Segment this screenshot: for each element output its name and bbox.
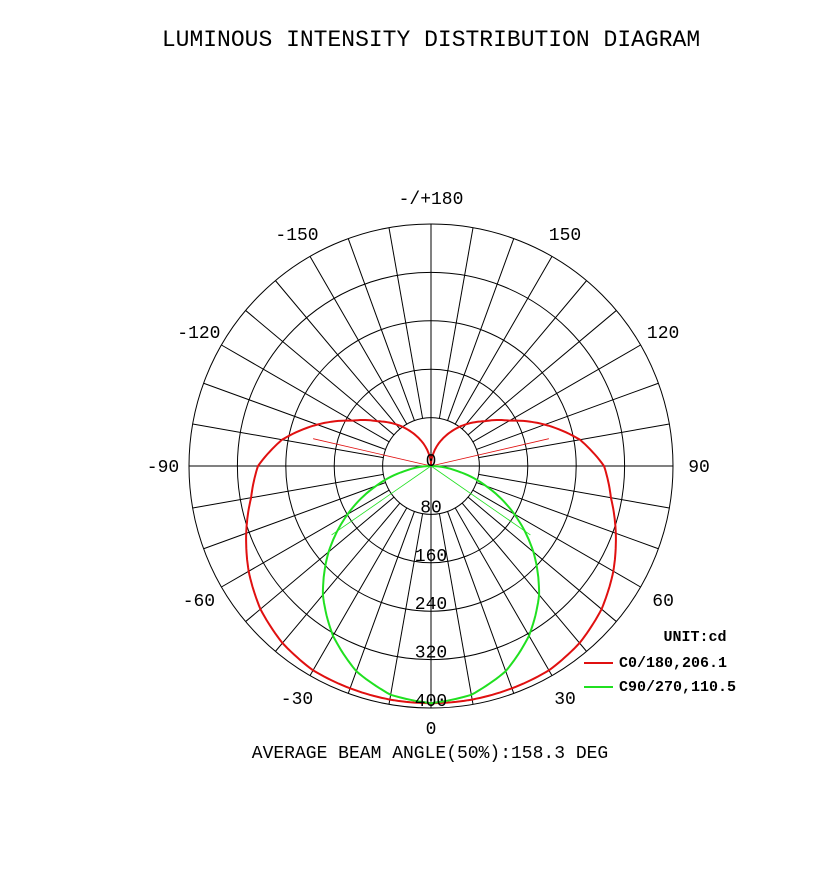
radial-tick-label: 0 (426, 452, 437, 472)
grid-spoke (245, 310, 395, 436)
angle-label: -/+180 (399, 190, 464, 210)
grid-spoke (388, 513, 424, 705)
grid-spoke (467, 496, 617, 622)
grid-spoke (192, 473, 384, 509)
grid-spoke (275, 502, 401, 652)
angle-label: 0 (426, 720, 437, 740)
grid-spoke (476, 482, 659, 550)
angle-label: 60 (652, 592, 674, 612)
grid-spoke (472, 344, 641, 443)
legend: C0/180,206.1 C90/270,110.5 (584, 655, 736, 696)
beam-angle-line (430, 465, 531, 536)
grid-spoke (454, 256, 553, 425)
radial-tick-label: 240 (415, 595, 447, 615)
angle-label: -90 (147, 458, 179, 478)
grid-spoke (478, 473, 670, 509)
angle-label: 150 (549, 226, 581, 246)
grid-spoke (309, 507, 408, 676)
beam-angle-line (430, 438, 549, 467)
beam-angle-line (313, 438, 432, 467)
grid-spoke (454, 507, 553, 676)
angle-label: -60 (183, 592, 215, 612)
grid-spoke (203, 382, 386, 450)
radial-tick-label: 400 (415, 692, 447, 712)
grid-spoke (447, 238, 515, 421)
grid-spoke (221, 344, 390, 443)
angle-label: 90 (688, 458, 710, 478)
angle-label: -120 (177, 324, 220, 344)
radial-tick-label: 320 (415, 644, 447, 664)
grid-spoke (347, 511, 415, 694)
angle-label: -150 (275, 226, 318, 246)
grid-spoke (447, 511, 515, 694)
grid-spoke (309, 256, 408, 425)
grid-spoke (476, 382, 659, 450)
radial-tick-label: 160 (415, 547, 447, 567)
grid-spoke (203, 482, 386, 550)
angle-label: -30 (281, 690, 313, 710)
grid-spoke (438, 513, 474, 705)
unit-label: UNIT:cd (663, 629, 726, 646)
radial-tick-label: 80 (420, 498, 442, 518)
beam-angle-footer: AVERAGE BEAM ANGLE(50%):158.3 DEG (252, 744, 608, 764)
angle-label: 30 (554, 690, 576, 710)
grid-spoke (461, 502, 587, 652)
grid-spoke (438, 227, 474, 419)
angle-label: 120 (647, 324, 679, 344)
grid-spoke (347, 238, 415, 421)
chart-title: LUMINOUS INTENSITY DISTRIBUTION DIAGRAM (162, 27, 700, 53)
grid-spoke (275, 280, 401, 430)
legend-label-c90: C90/270,110.5 (619, 679, 736, 696)
grid-spoke (461, 280, 587, 430)
grid-spoke (192, 423, 384, 459)
beam-angle-line (331, 465, 432, 536)
grid-spoke (388, 227, 424, 419)
legend-label-c0: C0/180,206.1 (619, 655, 727, 672)
grid-spoke (245, 496, 395, 622)
grid-spoke (467, 310, 617, 436)
curves (245, 419, 617, 705)
series-curve-1 (321, 465, 541, 705)
axis-labels: 0 80 160 240 320 400 0 30 60 90 120 150 -/+180 -150 -1… (147, 190, 710, 740)
grid-spoke (478, 423, 670, 459)
